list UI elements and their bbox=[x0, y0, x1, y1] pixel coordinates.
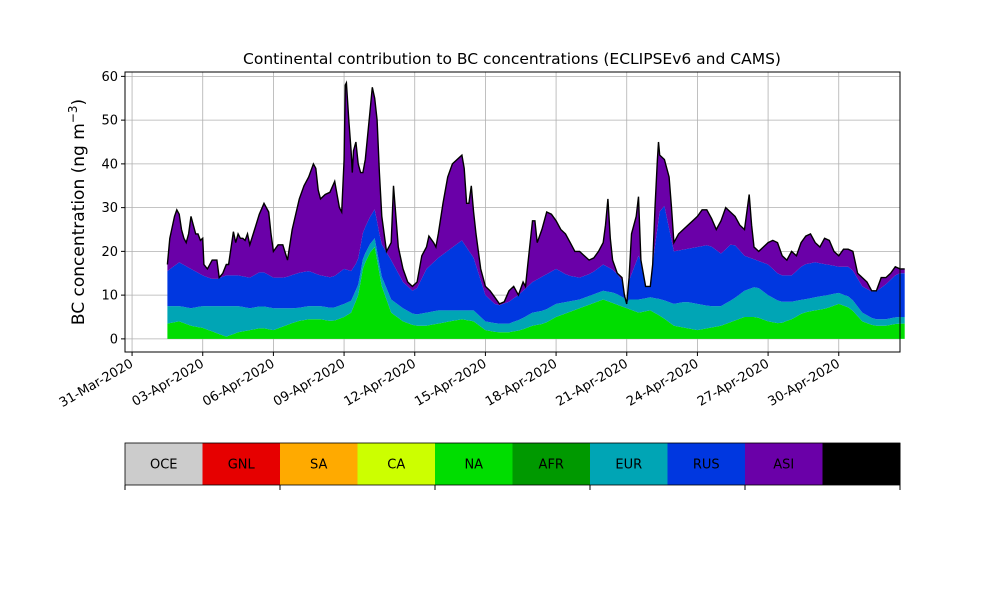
x-tick-label: 09-Apr-2020 bbox=[271, 356, 348, 409]
x-tick-label: 15-Apr-2020 bbox=[412, 356, 489, 409]
legend-label-gnl: GNL bbox=[228, 458, 256, 473]
legend-swatch-eur bbox=[590, 443, 668, 485]
legend-swatch-na bbox=[435, 443, 513, 485]
legend-colorbar: OCE GNL SA CA NA AFR EUR RUS ASI AUS bbox=[124, 442, 901, 490]
y-tick-label: 0 bbox=[110, 332, 118, 347]
legend-swatch-aus bbox=[822, 443, 901, 485]
legend-label-sa: SA bbox=[310, 458, 327, 473]
legend-swatch-sa bbox=[280, 443, 358, 485]
y-tick-label: 30 bbox=[101, 201, 118, 216]
area-rus bbox=[167, 205, 905, 324]
legend-frame bbox=[124, 442, 901, 486]
legend-swatch-oce bbox=[125, 443, 203, 485]
x-axis-ticks: 31-Mar-202003-Apr-202006-Apr-202009-Apr-… bbox=[57, 352, 843, 411]
legend-label-asi: ASI bbox=[773, 458, 794, 473]
area-asi bbox=[167, 82, 905, 306]
y-axis-ticks: 0 10 20 30 40 50 60 bbox=[101, 70, 125, 347]
legend-label-aus: AUS bbox=[848, 458, 875, 473]
x-tick-label: 18-Apr-2020 bbox=[483, 356, 560, 409]
x-tick-label: 06-Apr-2020 bbox=[200, 356, 277, 409]
x-tick-label: 03-Apr-2020 bbox=[130, 356, 207, 409]
legend-swatch-gnl bbox=[202, 443, 281, 485]
area-na bbox=[167, 247, 905, 339]
legend-swatch-ca bbox=[357, 443, 436, 485]
legend-label-eur: EUR bbox=[615, 458, 642, 473]
x-tick-label: 24-Apr-2020 bbox=[624, 356, 701, 409]
y-tick-label: 10 bbox=[101, 289, 118, 304]
x-tick-label: 12-Apr-2020 bbox=[342, 356, 419, 409]
plot-frame bbox=[124, 71, 901, 353]
legend-label-oce: OCE bbox=[150, 458, 178, 473]
legend-label-rus: RUS bbox=[693, 458, 720, 473]
legend-label-afr: AFR bbox=[539, 458, 564, 473]
x-tick-label: 27-Apr-2020 bbox=[695, 356, 772, 409]
x-tick-label: 21-Apr-2020 bbox=[554, 356, 631, 409]
y-tick-label: 50 bbox=[101, 114, 118, 129]
chart-title: Continental contribution to BC concentra… bbox=[243, 50, 781, 68]
total-line bbox=[166, 80, 905, 305]
x-tick-label: 30-Apr-2020 bbox=[766, 356, 843, 409]
legend-label-ca: CA bbox=[387, 458, 405, 473]
y-axis-label: BC concentration (ng m−3) bbox=[66, 99, 89, 325]
legend-swatch-afr bbox=[512, 443, 591, 485]
area-eur bbox=[167, 238, 905, 337]
stacked-areas bbox=[167, 82, 905, 339]
x-tick-label: 31-Mar-2020 bbox=[57, 356, 136, 410]
legend-swatch-asi bbox=[745, 443, 823, 485]
legend-label-na: NA bbox=[464, 458, 483, 473]
legend-swatch-rus bbox=[667, 443, 746, 485]
y-tick-label: 20 bbox=[101, 245, 118, 260]
y-tick-label: 40 bbox=[101, 157, 118, 172]
y-tick-label: 60 bbox=[101, 70, 118, 85]
total-concentration-line bbox=[166, 80, 905, 305]
